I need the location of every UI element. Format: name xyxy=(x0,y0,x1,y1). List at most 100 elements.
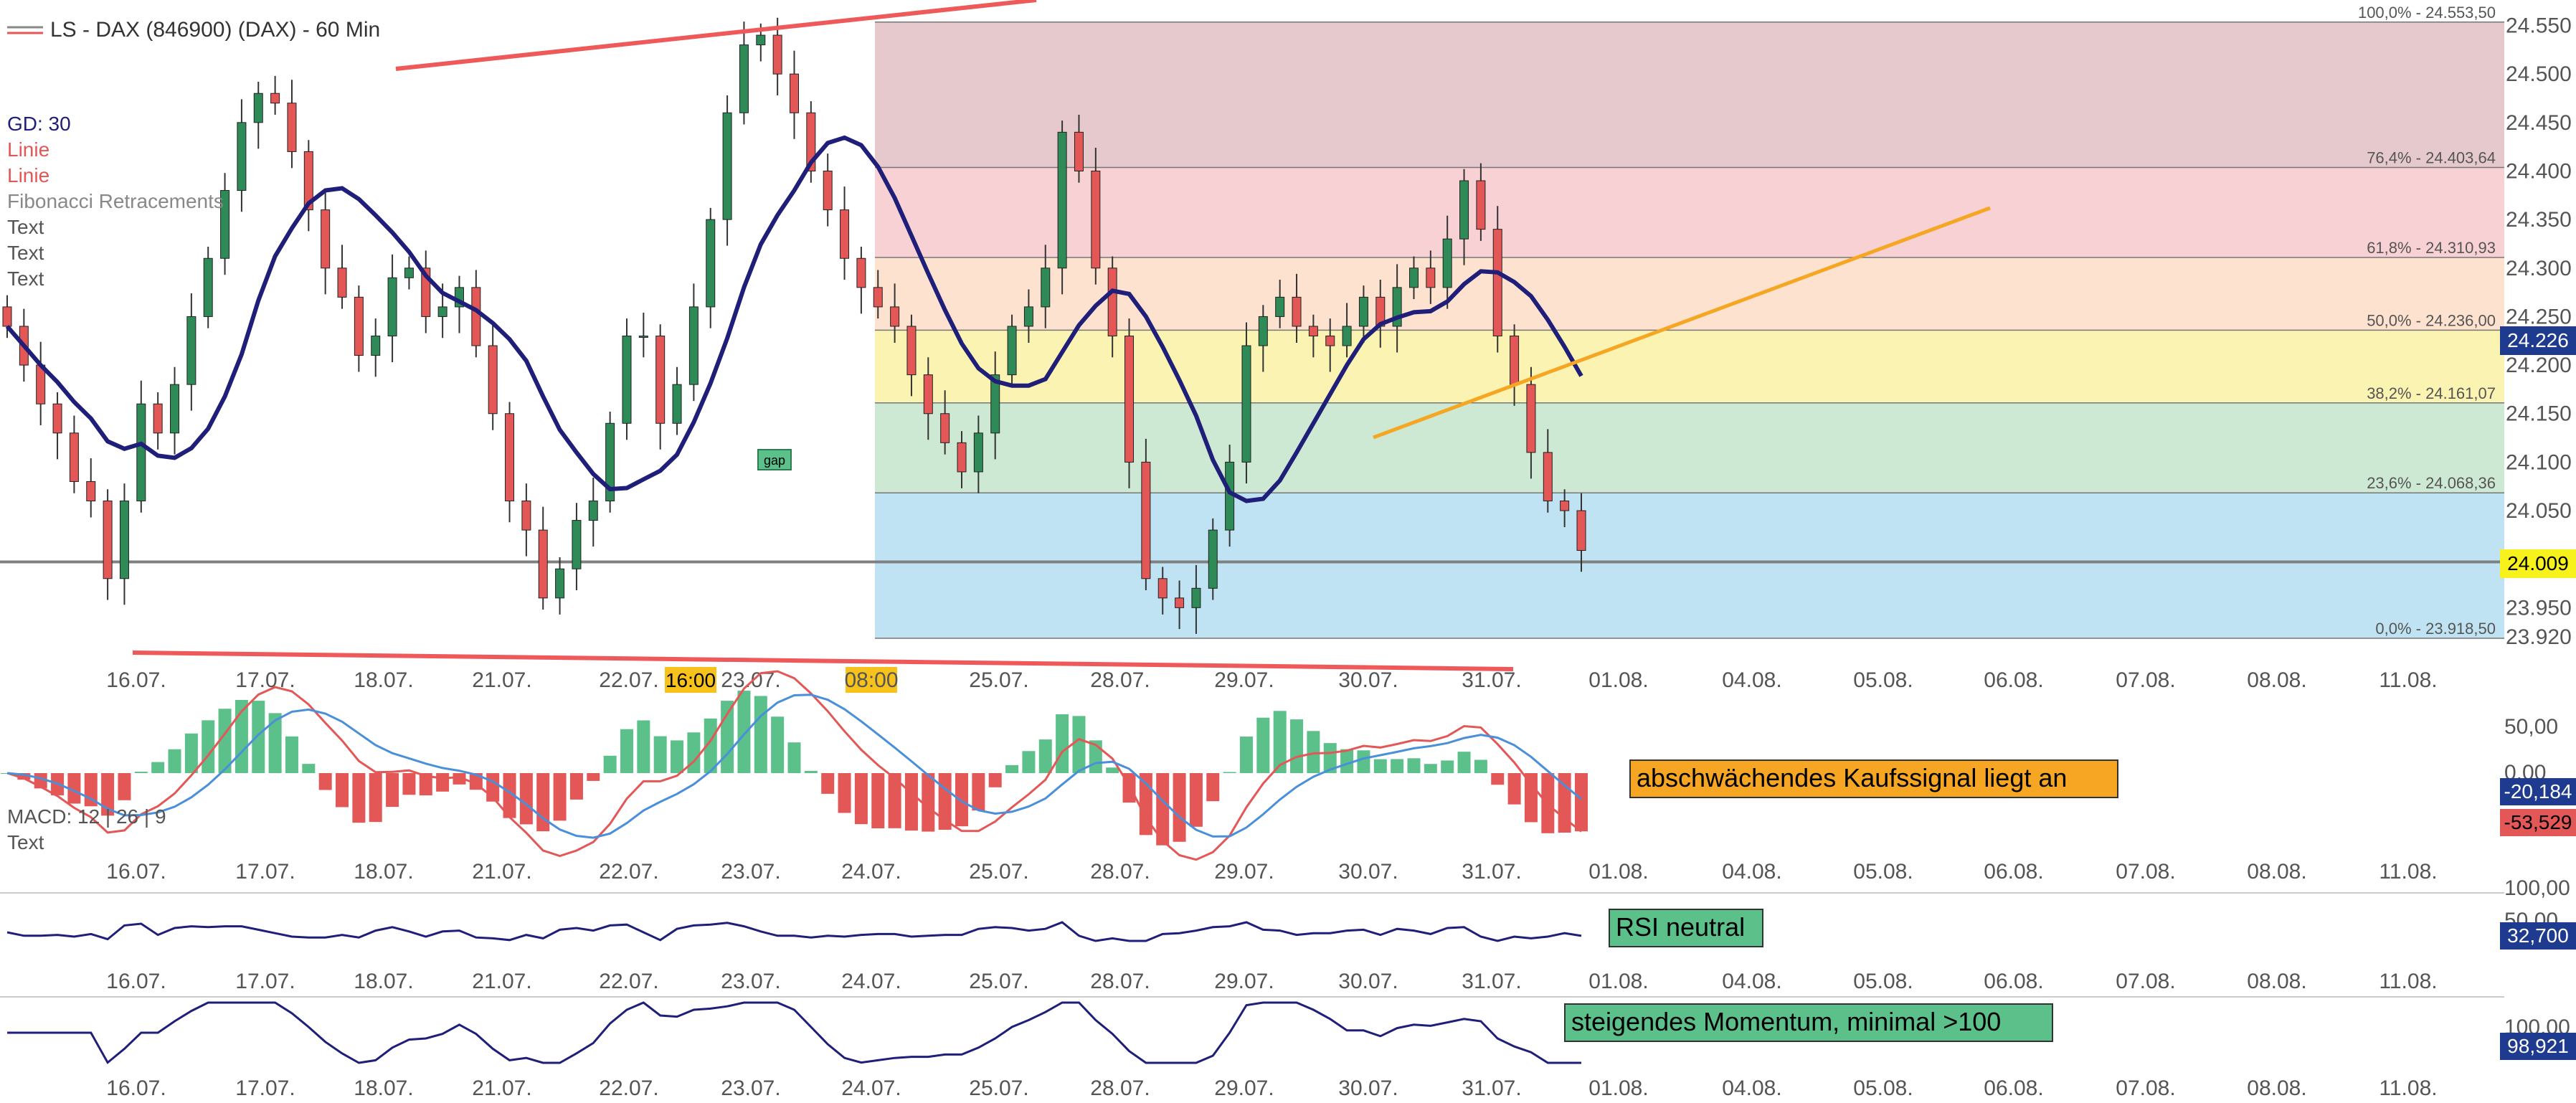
x-tick-label: 29.07. xyxy=(1214,668,1274,692)
candle-body xyxy=(622,336,632,424)
x-axis-rsi: 16.07. 17.07. 18.07. 21.07. 22.07. 23.07. 24.0… xyxy=(106,970,2437,993)
macd-annotation[interactable]: abschwächendes Kaufssignal liegt an xyxy=(1629,759,2118,798)
candle-body xyxy=(756,34,766,46)
macd-hist-bar xyxy=(1256,717,1270,773)
candle-body xyxy=(1091,170,1101,269)
candle-body xyxy=(840,209,850,259)
x-tick-label: 23.07. xyxy=(721,860,780,884)
macd-hist-bar xyxy=(17,773,31,780)
candle-body xyxy=(772,34,782,75)
trendline-bottom[interactable] xyxy=(132,650,1514,671)
macd-hist-bar xyxy=(168,749,181,773)
x-tick-label: 31.07. xyxy=(1462,970,1521,993)
x-tick-label: 29.07. xyxy=(1214,1076,1274,1100)
legend-text-2[interactable]: Text xyxy=(7,242,44,264)
macd-hist-bar xyxy=(519,773,533,825)
x-tick-label: 30.07. xyxy=(1338,1076,1398,1100)
rsi-value-tag: 32,700 xyxy=(2500,922,2576,950)
x-tick-label: 17.07. xyxy=(235,970,295,993)
x-tick-highlight-1600 xyxy=(665,667,716,693)
candlesticks xyxy=(2,17,1586,634)
candle-body xyxy=(923,374,933,415)
x-tick-label: 06.08. xyxy=(1984,970,2043,993)
candle-body xyxy=(321,209,331,269)
candle-body xyxy=(688,306,699,385)
macd-hist-bar xyxy=(1474,759,1487,773)
candle-body xyxy=(136,403,146,502)
x-tick-label: 28.07. xyxy=(1090,970,1150,993)
macd-hist-bar xyxy=(1357,750,1370,773)
x-tick-label: 11.08. xyxy=(2379,970,2437,993)
candle-body xyxy=(354,296,364,356)
macd-hist-bar xyxy=(704,718,717,773)
macd-hist-bar xyxy=(1005,764,1019,773)
macd-hist-bar xyxy=(587,773,600,781)
y-tick-label: 24.200 xyxy=(2506,354,2572,377)
candle-body xyxy=(1442,238,1452,288)
candle-body xyxy=(2,306,12,327)
rsi-tick-100: 100,00 xyxy=(2504,876,2570,900)
candle-body xyxy=(990,374,1000,434)
candle-body xyxy=(672,384,682,424)
candle-body xyxy=(1208,529,1218,589)
x-tick-label: 28.07. xyxy=(1090,1076,1150,1100)
macd-hist-bar xyxy=(1022,751,1036,773)
rsi-annotation[interactable]: RSI neutral xyxy=(1609,909,1763,947)
trendline-top[interactable] xyxy=(395,0,1037,71)
legend-linie-1[interactable]: Linie xyxy=(7,138,49,161)
x-tick-label: 31.07. xyxy=(1462,860,1521,884)
x-tick-label: 22.07. xyxy=(599,860,658,884)
x-tick-label: 04.08. xyxy=(1722,860,1781,884)
candle-body xyxy=(1258,316,1268,346)
macd-hist-bar xyxy=(1307,731,1320,773)
x-tick-label: 17.07. xyxy=(235,860,295,884)
macd-hist-bar xyxy=(1239,737,1253,773)
macd-line xyxy=(6,670,1582,861)
legend-text-3[interactable]: Text xyxy=(7,268,44,290)
fib-zone xyxy=(875,167,2504,257)
legend-gd[interactable]: GD: 30 xyxy=(7,113,71,135)
candle-body xyxy=(1510,336,1520,385)
y-tick-label: 24.450 xyxy=(2506,111,2572,135)
y-tick-label: 24.550 xyxy=(2506,14,2572,38)
x-tick-label: 16.07. xyxy=(106,860,166,884)
candle-body xyxy=(220,190,230,259)
trendline-orange[interactable] xyxy=(1373,206,1991,440)
current-price-tag: 24.226 xyxy=(2500,326,2576,355)
candle-body xyxy=(1023,306,1033,327)
macd-hist-bar xyxy=(687,732,701,773)
candle-body xyxy=(973,432,983,473)
macd-hist-bar xyxy=(1038,739,1052,773)
macd-hist-bar xyxy=(888,773,901,828)
svg-text:24.226: 24.226 xyxy=(2507,329,2569,351)
candle-body xyxy=(521,501,531,531)
macd-hist-bar xyxy=(151,762,165,773)
macd-text-label[interactable]: Text xyxy=(7,831,44,853)
candle-body xyxy=(1057,131,1067,269)
candle-body xyxy=(1325,336,1335,346)
x-tick-highlight xyxy=(846,667,897,693)
candle-body xyxy=(1526,384,1536,453)
momentum-annotation[interactable]: steigendes Momentum, minimal >100 xyxy=(1564,1003,2053,1042)
candle-body xyxy=(203,257,213,317)
legend-text-1[interactable]: Text xyxy=(7,216,44,238)
x-tick-label: 24.07. xyxy=(841,1076,901,1100)
candle-body xyxy=(1275,296,1285,317)
y-tick-label: 23.920 xyxy=(2506,625,2572,649)
x-tick-label: 05.08. xyxy=(1853,860,1913,884)
macd-legend[interactable]: MACD: 12 | 26 | 9 xyxy=(7,805,166,828)
candle-body xyxy=(1543,452,1553,502)
x-tick-label: 08.08. xyxy=(2247,1076,2306,1100)
macd-hist-bar xyxy=(1373,759,1387,773)
macd-hist-bar xyxy=(386,773,399,808)
candle-body xyxy=(1141,461,1151,579)
macd-hist-bar xyxy=(854,773,868,825)
macd-hist-bar xyxy=(1056,714,1069,773)
legend-linie-2[interactable]: Linie xyxy=(7,164,49,186)
legend-fib[interactable]: Fibonacci Retracements xyxy=(7,190,224,212)
macd-hist-bar xyxy=(1407,758,1421,773)
fib-zone xyxy=(875,22,2504,168)
candle-body xyxy=(1241,345,1251,463)
fib-level-label: 38,2% - 24.161,07 xyxy=(2367,384,2496,402)
